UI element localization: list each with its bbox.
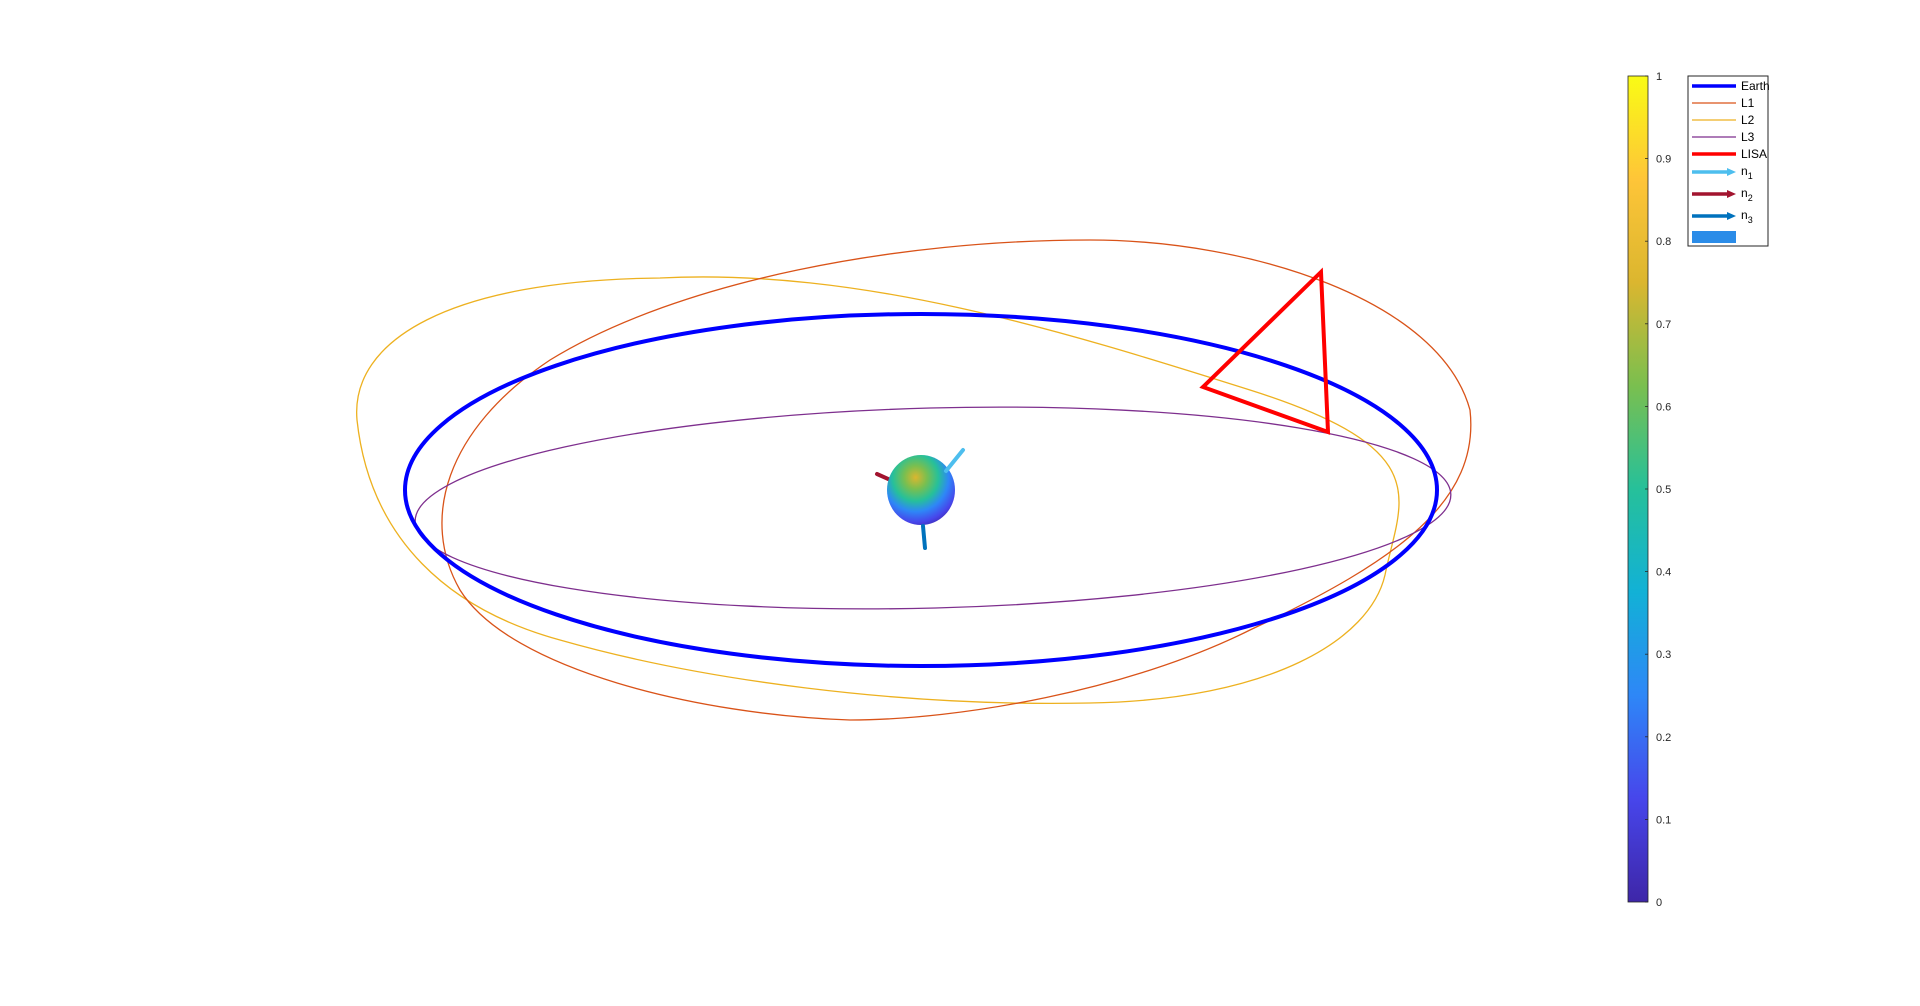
legend: Earth L1 L2 L3 LISA n1 n2 n3 xyxy=(1687,75,1770,247)
legend-arrowhead-n1 xyxy=(1727,168,1736,176)
colorbar-tick-label: 0.9 xyxy=(1656,154,1671,166)
legend-label-earth: Earth xyxy=(1741,79,1770,93)
legend-label-l1: L1 xyxy=(1741,96,1755,110)
colorbar-tick-label: 0 xyxy=(1656,897,1662,909)
legend-entry-l3: L3 xyxy=(1692,130,1755,144)
legend-label-n2: n2 xyxy=(1741,186,1753,203)
colorbar-tick-label: 0.5 xyxy=(1656,484,1671,496)
legend-entry-lisa: LISA xyxy=(1692,147,1767,161)
legend-arrowhead-n2 xyxy=(1727,190,1736,198)
legend-entry-n3: n3 xyxy=(1692,208,1753,225)
legend-arrowhead-n3 xyxy=(1727,212,1736,220)
n1-vector xyxy=(944,448,965,473)
legend-label-n1: n1 xyxy=(1741,164,1753,181)
colorbar-tick-label: 0.8 xyxy=(1656,236,1671,248)
legend-entry-l1: L1 xyxy=(1692,96,1755,110)
colorbar-ticks: 0 0.1 0.2 0.3 0.4 0.5 0.6 0.7 0.8 0.9 1 xyxy=(1645,71,1671,909)
colorbar: 0 0.1 0.2 0.3 0.4 0.5 0.6 0.7 0.8 0.9 1 xyxy=(1627,71,1671,909)
legend-entry-n1: n1 xyxy=(1692,164,1753,181)
colorbar-tick-label: 0.3 xyxy=(1656,649,1671,661)
colorbar-tick-label: 0.4 xyxy=(1656,567,1671,579)
legend-entry-n2: n2 xyxy=(1692,186,1753,203)
legend-label-n3: n3 xyxy=(1741,208,1753,225)
orbits xyxy=(356,239,1472,721)
legend-swatch-sphere xyxy=(1692,231,1736,243)
earth-orbit xyxy=(403,312,1439,668)
lisa-triangle xyxy=(1199,267,1331,435)
legend-label-l3: L3 xyxy=(1741,130,1755,144)
sun-sphere-group xyxy=(875,448,965,550)
l2-orbit xyxy=(356,276,1400,705)
colorbar-tick-label: 0.2 xyxy=(1656,732,1671,744)
legend-entry-sphere xyxy=(1692,231,1736,243)
colorbar-tick-label: 0.6 xyxy=(1656,401,1671,413)
legend-box xyxy=(1687,75,1769,247)
legend-entry-earth: Earth xyxy=(1692,79,1770,93)
legend-label-l2: L2 xyxy=(1741,113,1755,127)
l1-orbit xyxy=(441,239,1472,721)
colorbar-tick-label: 1 xyxy=(1656,71,1662,83)
legend-label-lisa: LISA xyxy=(1741,147,1767,161)
colorbar-tick-label: 0.1 xyxy=(1656,814,1671,826)
colorbar-tick-label: 0.7 xyxy=(1656,319,1671,331)
n3-vector xyxy=(921,524,927,550)
sun-sphere xyxy=(887,455,955,525)
legend-entry-l2: L2 xyxy=(1692,113,1755,127)
